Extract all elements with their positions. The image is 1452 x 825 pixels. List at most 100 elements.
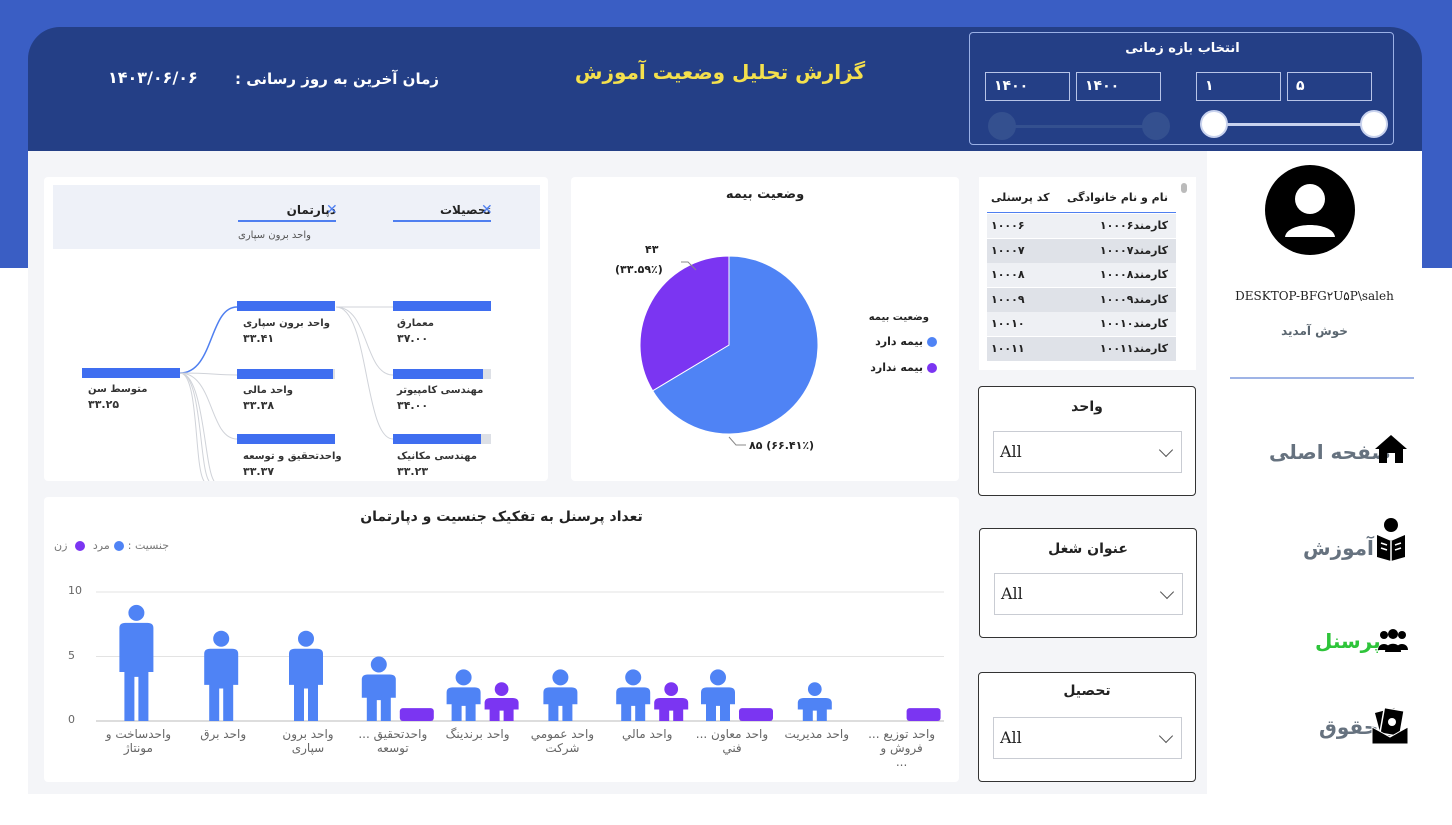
pie-slice-0[interactable] (651, 255, 819, 435)
nav-personnel[interactable]: پرسنل (1315, 629, 1381, 653)
table-row[interactable]: کارمند۱۰۰۰۶ ۱۰۰۰۶ (987, 214, 1176, 238)
table-row[interactable]: کارمند۱۰۰۰۷ ۱۰۰۰۷ (987, 238, 1176, 263)
people-icon[interactable] (1377, 628, 1409, 654)
x-axis-label: واحد برق (200, 727, 247, 741)
job-title-dropdown[interactable]: All (994, 573, 1183, 615)
x-axis-label: واحد معاون ... فني (695, 727, 769, 755)
tree-node-bar-remainder (483, 369, 491, 379)
bar-male[interactable] (119, 604, 154, 721)
bar-male[interactable] (701, 669, 735, 721)
table-row[interactable]: کارمند۱۰۰۱۱ ۱۰۰۱۱ (987, 336, 1176, 361)
job-title-slicer-title: عنوان شغل (1048, 541, 1128, 557)
range-month-end-input[interactable]: ۵ (1287, 72, 1372, 101)
legend-female[interactable]: زن (54, 539, 68, 552)
crumb-department[interactable]: دپارتمان (238, 203, 336, 222)
unit-dropdown[interactable]: All (993, 431, 1182, 473)
tree-root-bar[interactable] (82, 368, 180, 378)
home-icon[interactable] (1373, 433, 1409, 465)
bar-female[interactable] (654, 682, 689, 721)
bar-male[interactable] (797, 682, 832, 721)
education-dropdown[interactable]: All (993, 717, 1182, 759)
nav-salary-label: حقوق (1319, 715, 1379, 739)
nav-training-label: آموزش (1303, 536, 1374, 560)
user-name: DESKTOP-BFG۲U۵P\saleh (1235, 289, 1394, 303)
cell-name: کارمند۱۰۰۱۰ (1099, 317, 1168, 330)
tree-node-value: ۳۳.۳۸ (243, 399, 275, 412)
tree-breadcrumb-bar (53, 185, 540, 249)
nav-personnel-label: پرسنل (1315, 629, 1381, 653)
table-row[interactable]: کارمند۱۰۰۰۹ ۱۰۰۰۹ (987, 287, 1176, 312)
reader-icon[interactable] (1373, 517, 1409, 561)
x-axis-label: واحد مديريت (784, 727, 850, 741)
date-range-panel: انتخاب بازه زمانی ۱۴۰۰ ۱۴۰۰ ۱ ۵ (969, 32, 1394, 145)
tree-node-bar[interactable] (237, 369, 333, 379)
range-month-start-input[interactable]: ۱ (1196, 72, 1281, 101)
tree-node-label: مهندسی مکانیک (397, 451, 477, 462)
year-slider-track[interactable] (1000, 125, 1158, 128)
y-tick-label: 10 (68, 584, 82, 597)
table-row[interactable]: کارمند۱۰۰۱۰ ۱۰۰۱۰ (987, 312, 1176, 336)
pie-label-uninsured-count: ۴۳ (645, 243, 659, 256)
month-slider-start-handle[interactable] (1200, 110, 1228, 138)
crumb-department-close-icon[interactable]: ✕ (326, 202, 338, 218)
pie-legend-insured[interactable]: بیمه دارد (875, 335, 937, 348)
nav-salary[interactable]: حقوق (1319, 715, 1378, 739)
pie-label-uninsured-pct: (۳۳.۵۹٪) (615, 263, 663, 276)
year-slider-end-handle[interactable] (1142, 112, 1170, 140)
bar-legend: جنسیت :مرد زن (54, 539, 170, 552)
crumb-education-close-icon[interactable]: ✕ (481, 202, 493, 218)
bar-male[interactable] (446, 669, 481, 721)
chevron-down-icon (1158, 728, 1174, 744)
bar-male[interactable] (289, 630, 323, 721)
table-header-row: نام و نام خانوادگی کد پرسنلی (987, 181, 1176, 213)
sidebar-divider (1230, 377, 1414, 379)
cell-code: ۱۰۰۰۶ (991, 219, 1025, 232)
tree-connectors (179, 306, 394, 481)
legend-male[interactable]: مرد (92, 539, 110, 552)
cell-code: ۱۰۰۱۰ (991, 317, 1025, 330)
money-envelope-icon[interactable] (1371, 707, 1409, 745)
range-year-end-input[interactable]: ۱۴۰۰ (1076, 72, 1161, 101)
nav-home[interactable]: صفحه اصلی (1269, 440, 1391, 464)
pie-title: وضعیت بیمه (725, 187, 805, 202)
bar-male[interactable] (204, 630, 239, 721)
tree-node-bar[interactable] (393, 301, 491, 311)
chevron-down-icon (1159, 584, 1175, 600)
cell-code: ۱۰۰۰۹ (991, 292, 1025, 306)
bar-female[interactable] (739, 708, 773, 721)
y-tick-label: 0 (68, 713, 75, 726)
col-header-code[interactable]: کد پرسنلی (991, 191, 1050, 204)
bar-female[interactable] (484, 682, 519, 721)
tree-node-bar[interactable] (393, 434, 481, 444)
tree-node-label: واحد برون سپاری (243, 318, 330, 329)
date-range-title: انتخاب بازه زمانی (1125, 41, 1240, 56)
range-year-start-input[interactable]: ۱۴۰۰ (985, 72, 1070, 101)
bar-female[interactable] (906, 708, 941, 721)
welcome-text: خوش آمدید (1281, 324, 1348, 338)
tree-node-bar[interactable] (237, 301, 335, 311)
x-axis-label: واحد مالي (621, 727, 673, 741)
pie-legend-uninsured[interactable]: بیمه ندارد (870, 361, 937, 374)
table-row[interactable]: کارمند۱۰۰۰۸ ۱۰۰۰۸ (987, 263, 1176, 287)
month-slider-track[interactable] (1214, 123, 1374, 126)
cell-name: کارمند۱۰۰۰۷ (1099, 243, 1168, 257)
bar-male[interactable] (361, 656, 396, 722)
pie-slice-1[interactable] (639, 255, 730, 392)
bar-male[interactable] (543, 669, 578, 721)
month-slider-end-handle[interactable] (1360, 110, 1388, 138)
bar-male[interactable] (616, 669, 651, 721)
bar-chart-title: تعداد پرسنل به تفکیک جنسیت و دپارتمان (360, 509, 643, 525)
bar-female[interactable] (399, 708, 434, 721)
year-slider-start-handle[interactable] (988, 112, 1016, 140)
employee-table: نام و نام خانوادگی کد پرسنلی کارمند۱۰۰۰۶… (979, 177, 1196, 370)
nav-training[interactable]: آموزش (1303, 536, 1374, 560)
col-header-name[interactable]: نام و نام خانوادگی (1067, 191, 1168, 204)
tree-node-label: معمارق (397, 318, 434, 329)
cell-name: کارمند۱۰۰۱۱ (1099, 341, 1168, 355)
education-slicer-title: تحصیل (1063, 683, 1111, 699)
update-label: زمان آخرین به روز رسانی : (235, 70, 440, 88)
table-scrollbar[interactable] (1181, 183, 1187, 193)
crumb-education[interactable]: تحصیلات (393, 203, 491, 222)
tree-node-bar[interactable] (393, 369, 483, 379)
tree-node-bar[interactable] (237, 434, 335, 444)
